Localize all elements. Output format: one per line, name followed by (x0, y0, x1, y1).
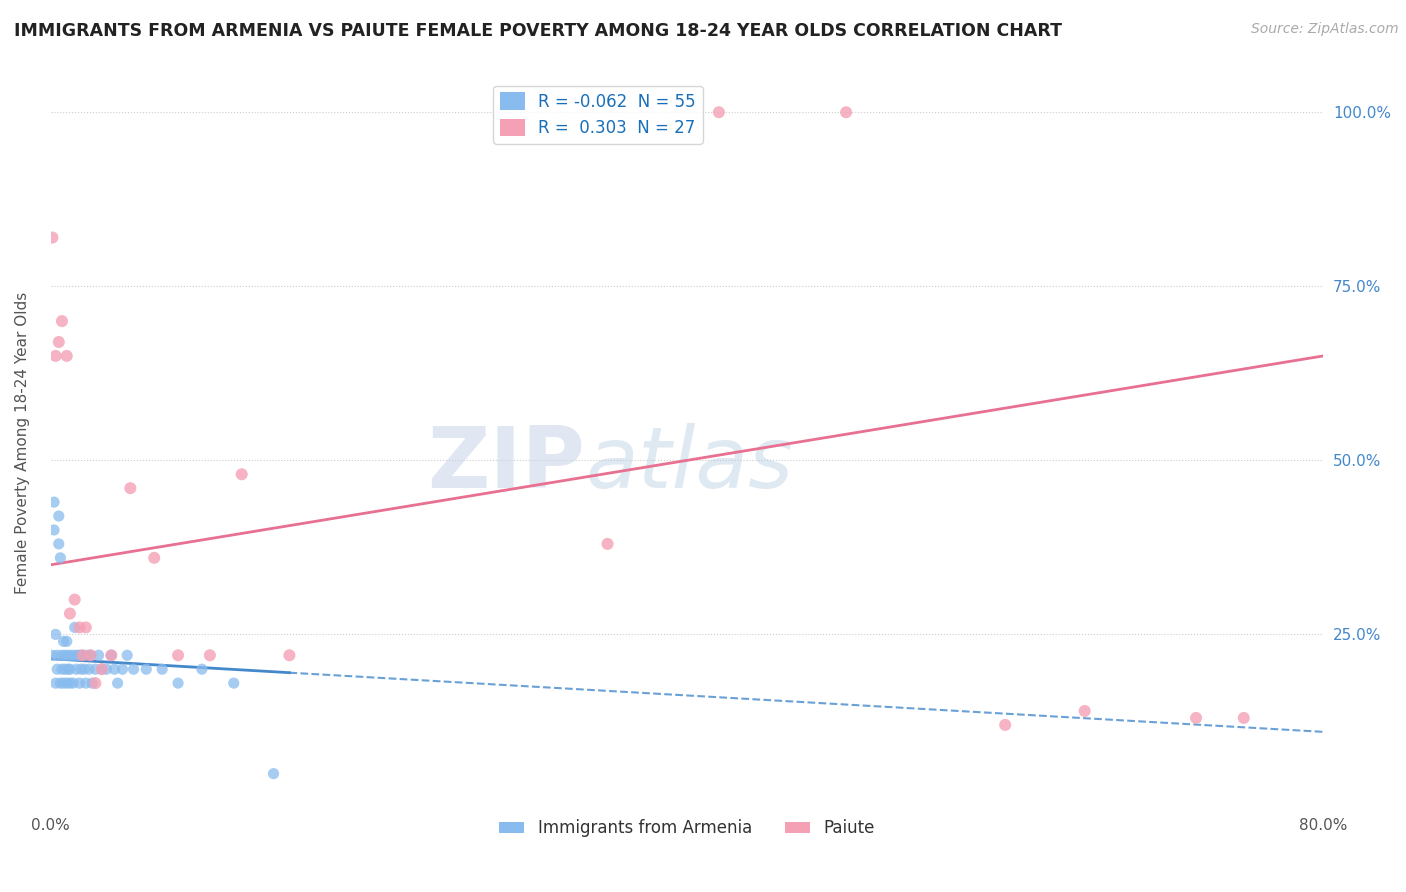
Point (52, 634, 75, 648)
Point (65, 662, 87, 676)
Point (167, 648, 190, 663)
Point (707, 105, 730, 120)
Point (278, 648, 301, 663)
Point (49, 550, 72, 565)
Point (52, 676, 75, 690)
Point (115, 648, 138, 663)
Point (82, 676, 104, 690)
Point (79, 648, 101, 663)
Point (42, 495, 65, 509)
Point (72, 648, 94, 663)
Point (51, 314, 73, 328)
Point (53, 662, 76, 676)
Point (46, 662, 69, 676)
Point (107, 676, 129, 690)
Y-axis label: Female Poverty Among 18-24 Year Olds: Female Poverty Among 18-24 Year Olds (15, 292, 30, 594)
Point (77, 662, 100, 676)
Point (69, 648, 91, 663)
Point (90, 662, 112, 676)
Point (55, 349, 77, 363)
Point (1073, 704, 1095, 718)
Point (87, 648, 110, 663)
Point (143, 550, 166, 565)
Point (120, 481, 142, 495)
Point (45, 676, 67, 690)
Point (58, 648, 80, 663)
Point (994, 718, 1017, 732)
Point (75, 620, 97, 634)
Point (76, 648, 98, 663)
Point (96, 662, 118, 676)
Text: IMMIGRANTS FROM ARMENIA VS PAIUTE FEMALE POVERTY AMONG 18-24 YEAR OLDS CORRELATI: IMMIGRANTS FROM ARMENIA VS PAIUTE FEMALE… (14, 22, 1062, 40)
Point (79, 648, 101, 663)
Point (263, 766, 285, 780)
Point (122, 662, 145, 676)
Point (42, 523, 65, 537)
Point (58, 662, 80, 676)
Point (198, 648, 221, 663)
Point (835, 105, 858, 120)
Point (63, 620, 86, 634)
Point (75, 676, 97, 690)
Point (66, 648, 89, 663)
Point (45, 627, 67, 641)
Point (167, 676, 190, 690)
Point (49, 676, 72, 690)
Point (59, 607, 82, 621)
Point (84, 676, 107, 690)
Point (63, 648, 86, 663)
Text: atlas: atlas (585, 424, 793, 507)
Point (70, 662, 93, 676)
Point (63, 592, 86, 607)
Point (55, 634, 77, 648)
Point (72, 648, 94, 663)
Point (51, 662, 73, 676)
Point (84, 662, 107, 676)
Point (135, 662, 157, 676)
Point (103, 662, 125, 676)
Point (48, 537, 70, 551)
Text: Source: ZipAtlas.com: Source: ZipAtlas.com (1251, 22, 1399, 37)
Point (222, 676, 245, 690)
Point (191, 662, 214, 676)
Point (55, 676, 77, 690)
Point (41, 230, 63, 244)
Point (69, 676, 91, 690)
Point (51, 648, 73, 663)
Point (111, 662, 134, 676)
Point (59, 662, 82, 676)
Point (45, 349, 67, 363)
Point (48, 334, 70, 349)
Point (41, 648, 63, 663)
Point (48, 509, 70, 524)
Point (59, 676, 82, 690)
Point (62, 676, 84, 690)
Point (46, 648, 69, 663)
Point (1233, 711, 1256, 725)
Point (69, 620, 91, 634)
Legend: Immigrants from Armenia, Paiute: Immigrants from Armenia, Paiute (492, 813, 882, 844)
Point (596, 537, 619, 551)
Point (73, 662, 96, 676)
Text: ZIP: ZIP (427, 424, 585, 507)
Point (90, 662, 112, 676)
Point (53, 648, 76, 663)
Point (150, 662, 173, 676)
Point (100, 648, 122, 663)
Point (1185, 711, 1208, 725)
Point (60, 648, 83, 663)
Point (100, 648, 122, 663)
Point (231, 467, 253, 482)
